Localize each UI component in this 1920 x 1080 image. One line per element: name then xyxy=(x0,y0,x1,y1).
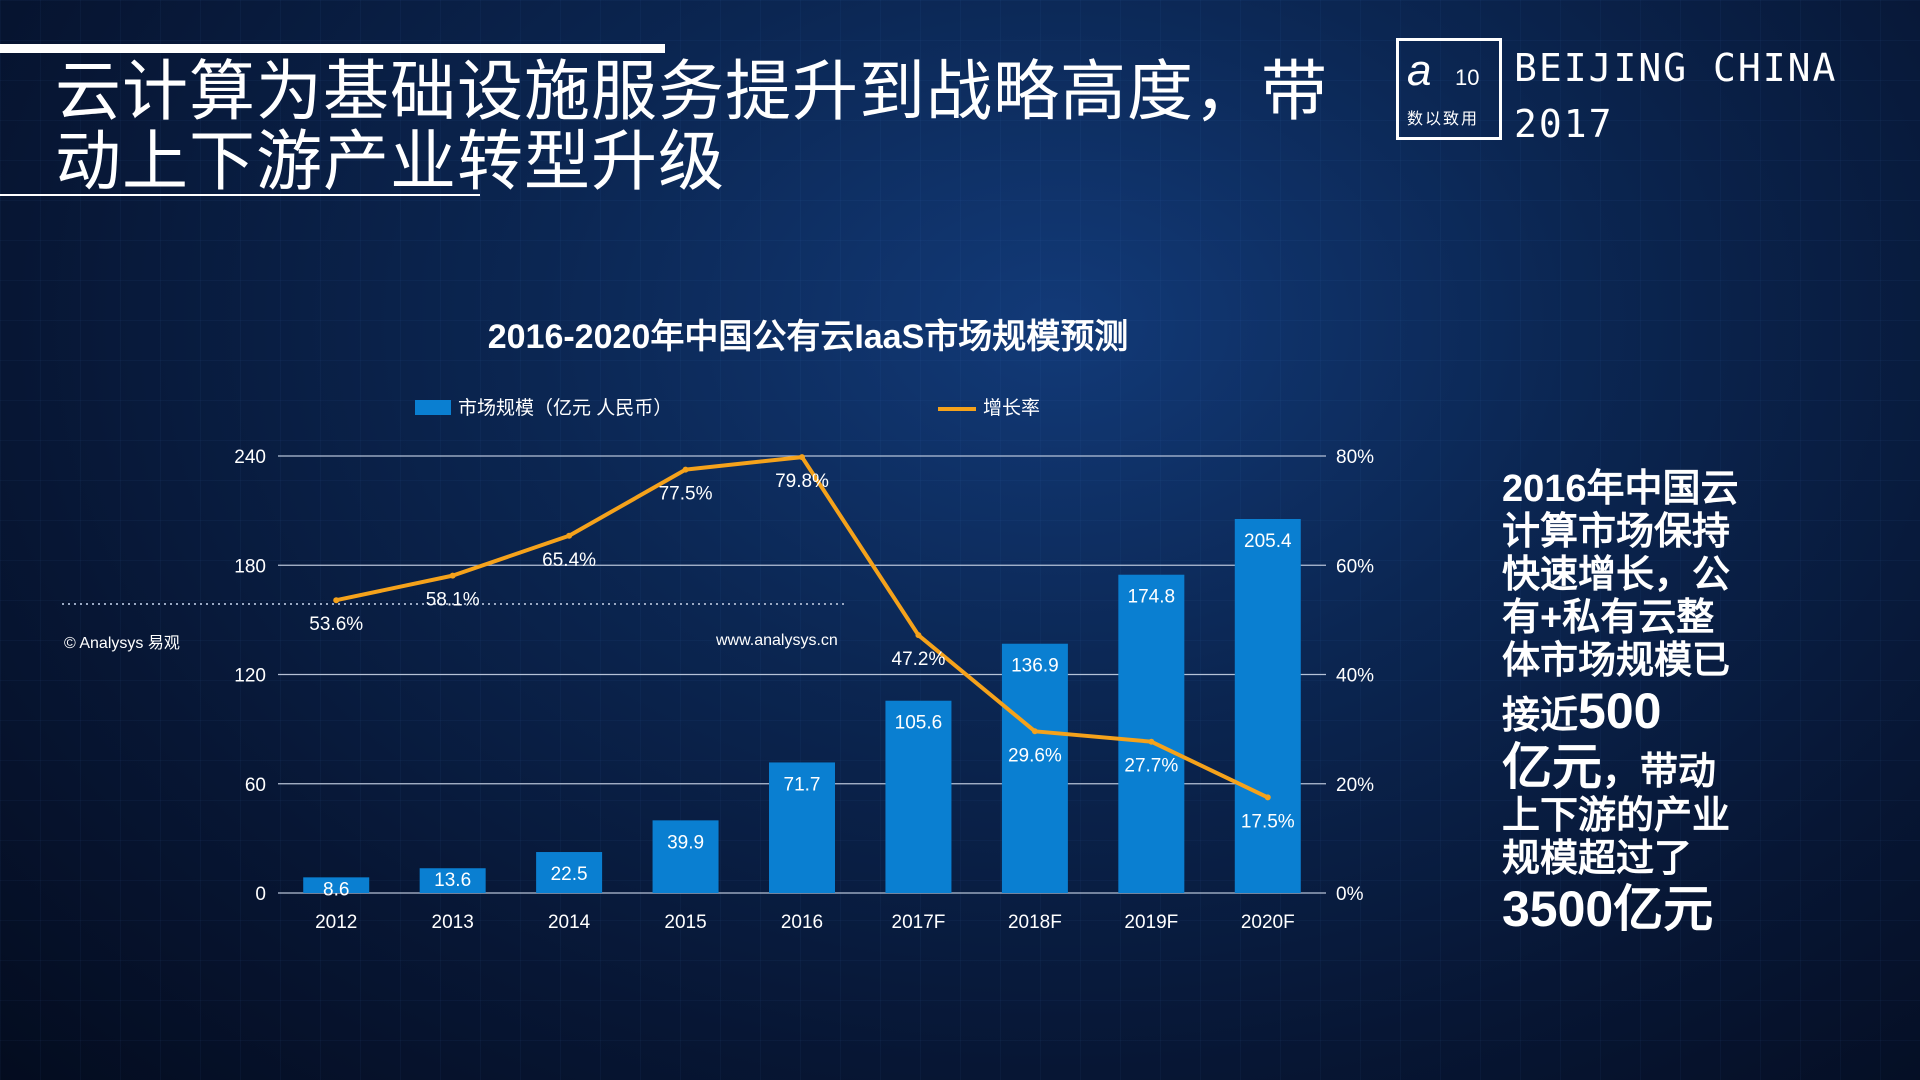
bar-value-label: 205.4 xyxy=(1244,531,1292,552)
line-value-label: 79.8% xyxy=(775,471,829,492)
chart-url: www.analysys.cn xyxy=(715,632,838,649)
top-accent-line xyxy=(0,44,665,53)
line-value-label: 29.6% xyxy=(1008,745,1062,766)
bar xyxy=(769,762,835,893)
chart-title: 2016-2020年中国公有云IaaS市场规模预测 xyxy=(488,317,1129,356)
y-left-tick-label: 0 xyxy=(255,884,266,905)
side-summary: 2016年中国云计算市场保持快速增长，公有+私有云整体市场规模已接近500 亿元… xyxy=(1502,468,1742,937)
bar-value-label: 136.9 xyxy=(1011,656,1059,677)
logo-number: 10 xyxy=(1455,65,1480,90)
line-value-label: 53.6% xyxy=(309,614,363,635)
legend-bar-label: 市场规模（亿元 人民币） xyxy=(458,397,672,419)
bar xyxy=(536,852,603,893)
line-point xyxy=(1148,738,1155,745)
logo-mark: a xyxy=(1407,46,1432,95)
logo-subtitle: 数以致用 xyxy=(1407,111,1480,128)
line-point xyxy=(799,454,805,461)
x-tick-label: 2019F xyxy=(1124,912,1178,933)
bar xyxy=(652,820,719,893)
chart-source: © Analysys 易观 xyxy=(64,635,180,652)
x-tick-label: 2016 xyxy=(781,912,823,933)
y-left-tick-label: 120 xyxy=(234,666,266,687)
bar-value-label: 174.8 xyxy=(1128,587,1176,608)
y-right-tick-label: 60% xyxy=(1336,556,1374,577)
y-right-tick-label: 80% xyxy=(1336,447,1374,468)
y-left-tick-label: 180 xyxy=(234,556,266,577)
x-tick-label: 2017F xyxy=(892,912,946,933)
x-tick-label: 2020F xyxy=(1241,912,1295,933)
line-value-label: 27.7% xyxy=(1124,756,1178,777)
brand-location: BEIJING CHINA xyxy=(1514,46,1838,90)
line-point xyxy=(449,572,456,579)
bar-value-label: 22.5 xyxy=(551,864,588,885)
x-tick-label: 2018F xyxy=(1008,912,1062,933)
y-right-tick-label: 40% xyxy=(1336,666,1374,687)
line-point xyxy=(1031,728,1038,735)
bar xyxy=(1234,519,1301,893)
legend-bar-swatch xyxy=(415,400,451,415)
x-tick-label: 2013 xyxy=(432,912,474,933)
bar-value-label: 105.6 xyxy=(895,713,943,734)
bar-value-label: 8.6 xyxy=(323,879,349,900)
brand-year: 2017 xyxy=(1514,102,1614,146)
bar xyxy=(1118,574,1185,893)
line-value-label: 47.2% xyxy=(892,649,946,670)
y-right-tick-label: 0% xyxy=(1336,884,1364,905)
line-point xyxy=(682,466,689,473)
x-tick-label: 2012 xyxy=(315,912,357,933)
bar-value-label: 13.6 xyxy=(434,870,471,891)
y-left-tick-label: 60 xyxy=(245,775,266,796)
bar xyxy=(303,877,370,893)
y-left-tick-label: 240 xyxy=(234,447,266,468)
side-summary-number: 500 xyxy=(1578,683,1662,739)
bar-value-label: 71.7 xyxy=(784,774,821,795)
bar xyxy=(419,868,486,893)
side-summary-unit: 亿元 xyxy=(1502,739,1602,795)
legend-line-label: 增长率 xyxy=(983,397,1040,419)
brand-text: BEIJING CHINA 2017 xyxy=(1514,40,1837,152)
line-point xyxy=(1264,794,1271,801)
side-summary-total: 3500亿元 xyxy=(1502,881,1714,937)
bar xyxy=(885,700,952,893)
line-point xyxy=(333,597,340,604)
side-summary-p2: ，带动上下游的产业规模超过了 xyxy=(1502,751,1731,880)
line-point xyxy=(915,632,922,639)
title-underline xyxy=(0,194,480,196)
x-tick-label: 2015 xyxy=(664,912,706,933)
slide-title: 云计算为基础设施服务提升到战略高度，带动上下游产业转型升级 xyxy=(55,54,1328,198)
bar xyxy=(1001,643,1068,893)
line-point xyxy=(566,532,573,539)
side-summary-p1: 2016年中国云计算市场保持快速增长，公有+私有云整体市场规模已接近 xyxy=(1502,468,1739,737)
y-right-tick-label: 20% xyxy=(1336,775,1374,796)
bar-value-label: 39.9 xyxy=(667,832,704,853)
x-tick-label: 2014 xyxy=(548,912,591,933)
line-value-label: 77.5% xyxy=(659,484,713,505)
line-value-label: 58.1% xyxy=(426,590,480,611)
line-value-label: 17.5% xyxy=(1241,811,1295,832)
a10-logo: a 10 数以致用 xyxy=(1396,38,1502,140)
line-value-label: 65.4% xyxy=(542,550,596,571)
